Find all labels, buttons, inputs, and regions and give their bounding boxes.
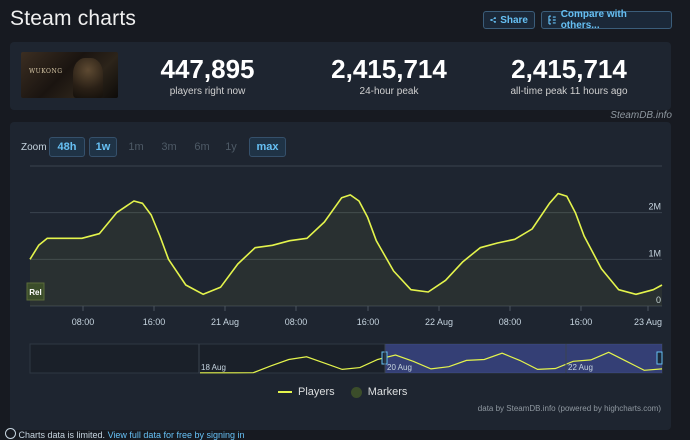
game-thumbnail[interactable]: WUKONG xyxy=(21,52,118,98)
zoom-48h-button[interactable]: 48h xyxy=(49,137,85,157)
legend-markers-swatch xyxy=(350,386,362,398)
zoom-1y-button[interactable]: 1y xyxy=(225,141,237,153)
stat-value: 447,895 xyxy=(160,54,255,84)
stat-label: 24-hour peak xyxy=(359,86,419,97)
chart-legend: Players Markers xyxy=(278,386,407,398)
stat-current-players: 447,895 players right now xyxy=(140,55,275,98)
summary-panel xyxy=(10,42,671,110)
footer-text: Charts data is limited. xyxy=(18,430,106,440)
zoom-3m-button[interactable]: 3m xyxy=(161,141,177,153)
share-icon xyxy=(490,17,496,23)
stat-value: 2,415,714 xyxy=(331,54,447,84)
compare-icon xyxy=(548,15,556,25)
chart-credit[interactable]: data by SteamDB.info (powered by highcha… xyxy=(477,404,661,413)
zoom-1m-button[interactable]: 1m xyxy=(128,141,144,153)
compare-button[interactable]: Compare with others... xyxy=(541,9,672,31)
legend-players-label[interactable]: Players xyxy=(298,386,335,398)
stat-label: players right now xyxy=(169,86,246,97)
legend-markers-label[interactable]: Markers xyxy=(367,386,408,398)
info-icon xyxy=(5,428,16,439)
zoom-6m-button[interactable]: 6m xyxy=(194,141,210,153)
zoom-1w-button[interactable]: 1w xyxy=(89,137,117,157)
stat-value: 2,415,714 xyxy=(511,54,627,84)
game-logo: WUKONG xyxy=(29,68,63,75)
thumbnail-figure xyxy=(73,58,103,98)
zoom-max-button[interactable]: max xyxy=(249,137,286,157)
page-title: Steam charts xyxy=(10,7,137,30)
sign-in-link[interactable]: View full data for free by signing in xyxy=(107,430,245,440)
stat-all-time-peak: 2,415,714 all-time peak 11 hours ago xyxy=(494,55,644,98)
share-button[interactable]: Share xyxy=(483,11,535,29)
compare-label: Compare with others... xyxy=(560,9,627,31)
footer-note: Charts data is limited. View full data f… xyxy=(5,428,245,440)
share-label: Share xyxy=(500,14,528,26)
source-label: SteamDB.info xyxy=(610,110,672,121)
stat-24h-peak: 2,415,714 24-hour peak xyxy=(314,55,464,98)
legend-players-swatch xyxy=(278,391,292,393)
chart-panel xyxy=(10,122,671,430)
stat-label: all-time peak 11 hours ago xyxy=(510,86,628,97)
zoom-label: Zoom xyxy=(21,142,47,153)
